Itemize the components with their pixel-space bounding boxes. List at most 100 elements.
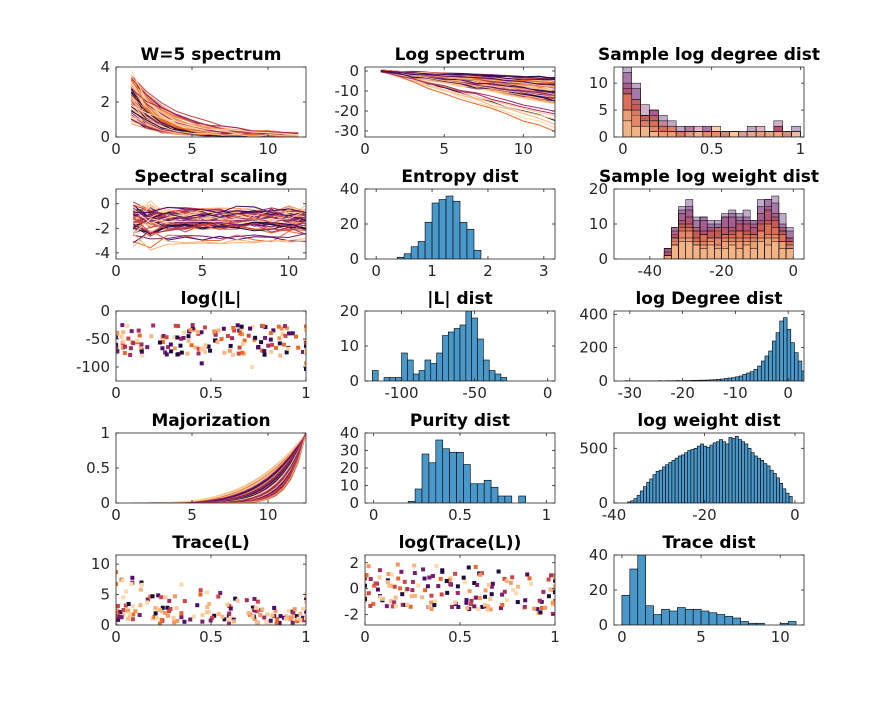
scatter-point-p14-37: [514, 591, 519, 596]
scatter-point-p14-17: [375, 587, 380, 592]
scatter-point-p7-76: [263, 325, 268, 330]
scatter-point-p14-83: [532, 606, 537, 611]
scatter-point-p7-49: [179, 350, 184, 355]
bar-p3-s5-15: [755, 131, 766, 137]
y-tick-label-p4-1: -2: [95, 219, 110, 237]
x-tick-label-p11-0: 0: [369, 506, 379, 524]
bar-p12-26: [709, 444, 714, 503]
bar-p12-9: [655, 470, 660, 503]
scatter-point-p13-13: [273, 608, 278, 613]
scatter-point-p13-104: [198, 588, 203, 593]
bar-p12-43: [763, 463, 768, 503]
scatter-point-p13-18: [250, 605, 255, 610]
scatter-point-p14-158: [486, 604, 491, 609]
x-tick-label-p5-1: 1: [427, 262, 437, 280]
panel-p2: Log spectrum 0 5 10 0 -10 -20 -30: [335, 45, 556, 158]
scatter-point-p7-19: [279, 326, 284, 331]
x-tick-label-p9-0: -30: [618, 384, 643, 402]
bar-p12-13: [668, 462, 673, 503]
scatter-point-p14-57: [408, 604, 413, 609]
y-tick-label-p10-0: 0: [100, 494, 110, 512]
x-tick-label-p6-2: 0: [788, 262, 798, 280]
scatter-point-p7-33: [163, 350, 168, 355]
bar-p5-12: [459, 221, 468, 259]
axes-frame-p12: [613, 432, 805, 504]
scatter-point-p14-147: [434, 564, 439, 569]
chart-title-p4: Spectral scaling: [134, 167, 287, 187]
plot-area-p5: [396, 195, 482, 259]
plot-area-p13: [116, 570, 306, 625]
y-tick-label-p6-1: 10: [589, 215, 608, 233]
scatter-point-p7-124: [189, 343, 194, 348]
scatter-point-p13-119: [155, 616, 160, 621]
panel-p12: log weight dist -40 -20 0 0 500: [579, 411, 805, 524]
scatter-point-p7-105: [140, 353, 145, 358]
x-tick-label-p15-0: 0: [617, 628, 627, 646]
scatter-point-p7-108: [262, 349, 267, 354]
bar-p12-27: [712, 442, 717, 503]
scatter-point-p14-152: [476, 607, 481, 612]
axes-frame-p2: [364, 66, 556, 138]
panel-p1: W=5 spectrum 0 5 10 0 2 4: [100, 45, 307, 158]
series-line-p2-58: [380, 70, 555, 132]
y-tick-label-p11-3: 30: [340, 442, 359, 460]
bar-p3-s8-14: [746, 131, 757, 137]
bar-p12-29: [719, 439, 723, 503]
scatter-point-p14-23: [488, 607, 493, 612]
plot-area-p2: [380, 69, 555, 132]
scatter-point-p14-109: [422, 576, 427, 581]
x-tick-label-p1-1: 5: [187, 140, 197, 158]
bar-p5-13: [466, 228, 475, 259]
scatter-point-p14-84: [392, 584, 397, 589]
scatter-point-p13-150: [292, 607, 297, 612]
scatter-point-p7-60: [242, 338, 247, 343]
scatter-point-p14-139: [482, 602, 487, 607]
scatter-point-p7-29: [120, 323, 125, 328]
bar-p12-48: [779, 483, 784, 503]
scatter-point-p13-76: [252, 616, 257, 621]
scatter-point-p7-36: [231, 352, 236, 357]
scatter-point-p13-118: [216, 612, 221, 617]
y-tick-label-p13-2: 10: [91, 555, 110, 573]
bar-p6-s8-16: [778, 248, 787, 259]
scatter-point-p13-19: [212, 613, 217, 618]
series-line-p4-22: [133, 233, 306, 240]
series-line-p1-45: [130, 87, 299, 136]
scatter-point-p13-123: [188, 617, 193, 622]
scatter-point-p13-28: [138, 587, 143, 592]
scatter-point-p7-156: [221, 326, 226, 331]
scatter-point-p13-140: [116, 620, 118, 625]
y-tick-label-p1-0: 0: [100, 128, 110, 146]
series-line-p4-66: [132, 208, 306, 224]
x-tick-label-p8-2: 0: [543, 384, 553, 402]
series-line-p4-62: [133, 221, 306, 235]
scatter-point-p13-155: [274, 620, 279, 625]
scatter-point-p14-54: [425, 584, 430, 589]
scatter-point-p13-120: [289, 615, 294, 620]
scatter-point-p14-165: [550, 600, 555, 605]
y-tick-label-p7-2: -100: [76, 358, 110, 376]
scatter-point-p14-129: [412, 563, 417, 568]
scatter-point-p7-100: [240, 350, 245, 355]
chart-title-p7: log(|L|: [181, 289, 242, 309]
y-tick-label-p4-0: 0: [100, 195, 110, 213]
scatter-point-p13-151: [116, 617, 121, 622]
x-tick-label-p1-2: 10: [258, 140, 277, 158]
scatter-point-p13-22: [165, 605, 170, 610]
scatter-point-p7-112: [241, 341, 246, 346]
scatter-point-p7-118: [186, 338, 191, 343]
series-line-p4-59: [133, 207, 306, 222]
x-tick-label-p4-2: 10: [279, 262, 298, 280]
scatter-point-p7-48: [213, 332, 218, 337]
scatter-point-p7-41: [246, 333, 251, 338]
scatter-point-p14-101: [467, 589, 472, 594]
chart-title-p3: Sample log degree dist: [598, 45, 820, 65]
x-tick-label-p11-1: 0.5: [448, 506, 472, 524]
scatter-point-p14-138: [373, 581, 378, 586]
scatter-point-p13-112: [116, 611, 118, 616]
scatter-point-p14-133: [543, 605, 548, 610]
scatter-point-p13-97: [172, 594, 177, 599]
scatter-point-p14-114: [400, 602, 405, 607]
scatter-point-p7-116: [129, 329, 134, 334]
chart-title-p9: log Degree dist: [635, 289, 782, 309]
